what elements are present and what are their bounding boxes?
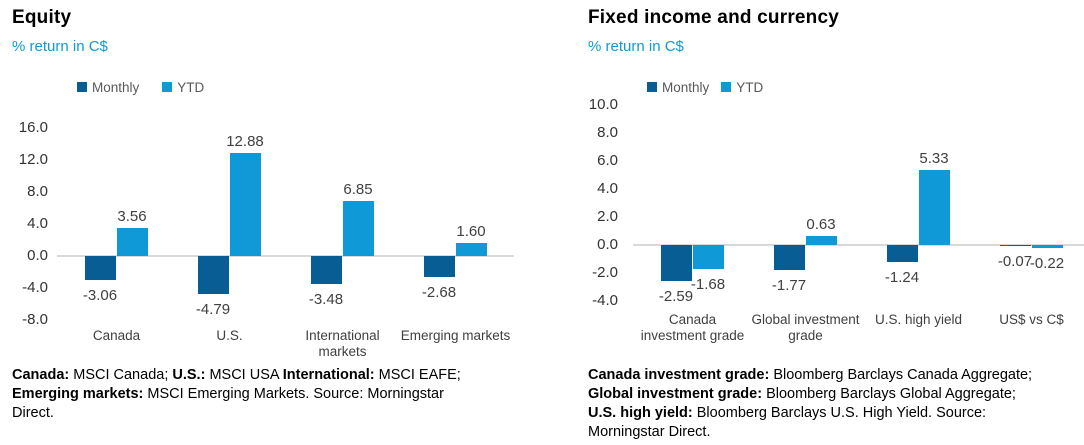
monthly-swatch-icon (77, 82, 87, 92)
x-category-label: Canada investment grade (640, 312, 745, 343)
value-label-monthly-0: -2.59 (658, 288, 694, 306)
value-label-monthly-0: -3.06 (82, 287, 118, 305)
value-label-ytd-0: -1.68 (690, 275, 726, 293)
y-tick-label: 4.0 (27, 215, 48, 232)
footnote-segment: Bloomberg Barclays U.S. High Yield. Sour… (588, 405, 987, 440)
footnote-segment: Canada investment grade: (588, 367, 770, 383)
y-tick-label: 12.0 (18, 151, 48, 168)
x-axis-labels: Canada investment grade Global investment… (636, 312, 1084, 344)
legend-label: Monthly (662, 79, 710, 95)
footnote-segment: Bloomberg Barclays Canada Aggregate; (773, 367, 1033, 383)
value-label-monthly-1: -1.77 (771, 276, 807, 294)
zero-axis-line (57, 255, 514, 257)
legend-item-monthly: Monthly (77, 80, 139, 95)
y-tick-label: 6.0 (597, 152, 618, 169)
y-tick-label: -8.0 (22, 311, 48, 328)
y-tick-label: 8.0 (597, 124, 618, 141)
x-category-label: International markets (305, 328, 380, 359)
value-label-monthly-3: -0.07 (997, 253, 1033, 270)
footnote-segment: MSCI EAFE; (378, 367, 461, 383)
ytd-swatch-icon (162, 82, 173, 92)
value-label-ytd-2: 5.33 (919, 150, 949, 168)
chart-subtitle: % return in C$ (588, 38, 684, 55)
chart-legend: Monthly YTD (77, 80, 204, 95)
bar-ytd-0 (692, 245, 724, 269)
value-label-ytd-2: 6.85 (343, 181, 373, 199)
value-label-monthly-2: -1.24 (884, 269, 920, 287)
footnote-segment: MSCI Canada; (69, 367, 173, 383)
footnote-segment: Canada: (12, 367, 70, 383)
x-category-label: Canada (92, 328, 141, 343)
bar-monthly-2 (310, 256, 342, 284)
footnote-segment: U.S.: (172, 367, 206, 383)
chart-title: Equity (12, 7, 72, 28)
x-category-label: Global investment grade (751, 312, 860, 343)
equity-chart: Equity % return in C$ Monthly YTD Canada… (0, 0, 540, 445)
chart-title: Fixed income and currency (588, 7, 840, 28)
chart-footnote: Canada: MSCI Canada; U.S.: MSCI USA Inte… (12, 366, 512, 423)
y-tick-label: 2.0 (597, 208, 618, 225)
footnote-segment: Global investment grade: (588, 386, 763, 402)
bar-monthly-2 (886, 245, 918, 263)
bar-ytd-1 (229, 152, 261, 256)
value-label-ytd-3: -0.22 (1029, 255, 1065, 273)
legend-item-ytd: YTD (721, 80, 763, 95)
value-label-monthly-2: -3.48 (308, 290, 344, 308)
bar-monthly-3 (423, 256, 455, 278)
legend-label: Monthly (92, 79, 140, 95)
bar-monthly-0 (84, 256, 116, 281)
footnote-segment: U.S. high yield: (588, 405, 693, 421)
fixed-income-chart: Fixed income and currency % return in C$… (560, 0, 1084, 445)
value-label-monthly-1: -4.79 (195, 301, 231, 319)
bar-ytd-3 (455, 243, 487, 256)
legend-item-monthly: Monthly (647, 80, 709, 95)
value-label-ytd-1: 12.88 (226, 132, 264, 150)
legend-item-ytd: YTD (162, 80, 204, 95)
y-tick-label: 0.0 (27, 247, 48, 264)
footnote-segment: Bloomberg Barclays Global Aggregate; (766, 386, 1016, 402)
chart-footnote: Canada investment grade: Bloomberg Barcl… (588, 366, 1082, 442)
y-tick-label: 10.0 (588, 96, 618, 113)
legend-label: YTD (177, 79, 205, 95)
ytd-swatch-icon (721, 82, 732, 92)
bar-monthly-1 (773, 245, 805, 270)
y-tick-label: 4.0 (597, 180, 618, 197)
chart-legend: Monthly YTD (647, 80, 763, 95)
value-label-ytd-0: 3.56 (117, 207, 147, 225)
chart-subtitle: % return in C$ (12, 38, 108, 55)
y-tick-label: -4.0 (22, 279, 48, 296)
footnote-segment: International: (282, 367, 375, 383)
value-label-ytd-1: 0.63 (806, 216, 836, 234)
bar-monthly-3 (999, 245, 1031, 246)
bar-monthly-1 (197, 256, 229, 295)
x-category-label: US$ vs C$ (999, 312, 1064, 327)
zero-axis-line (633, 244, 1084, 246)
y-tick-label: -2.0 (592, 264, 618, 281)
value-label-monthly-3: -2.68 (421, 284, 457, 302)
value-label-ytd-3: 1.60 (456, 223, 486, 241)
bar-monthly-0 (660, 245, 692, 282)
bar-ytd-0 (116, 227, 148, 256)
x-category-label: Emerging markets (400, 328, 511, 343)
footnote-segment: MSCI Emerging Markets. Source: Morningst… (12, 386, 444, 421)
bar-ytd-2 (918, 170, 950, 245)
y-tick-label: 0.0 (597, 236, 618, 253)
x-category-label: U.S. (216, 328, 243, 343)
footnote-segment: MSCI USA (205, 367, 283, 383)
monthly-swatch-icon (647, 82, 657, 92)
y-tick-label: -4.0 (592, 292, 618, 309)
y-tick-label: 8.0 (27, 183, 48, 200)
legend-label: YTD (736, 79, 764, 95)
x-axis-labels: Canada U.S. International markets Emerging … (60, 328, 512, 360)
footnote-segment: Emerging markets: (12, 386, 144, 402)
bar-ytd-1 (805, 236, 837, 245)
bar-ytd-2 (342, 201, 374, 256)
bar-ytd-3 (1031, 245, 1063, 249)
x-category-label: U.S. high yield (874, 312, 963, 327)
y-tick-label: 16.0 (18, 119, 48, 136)
